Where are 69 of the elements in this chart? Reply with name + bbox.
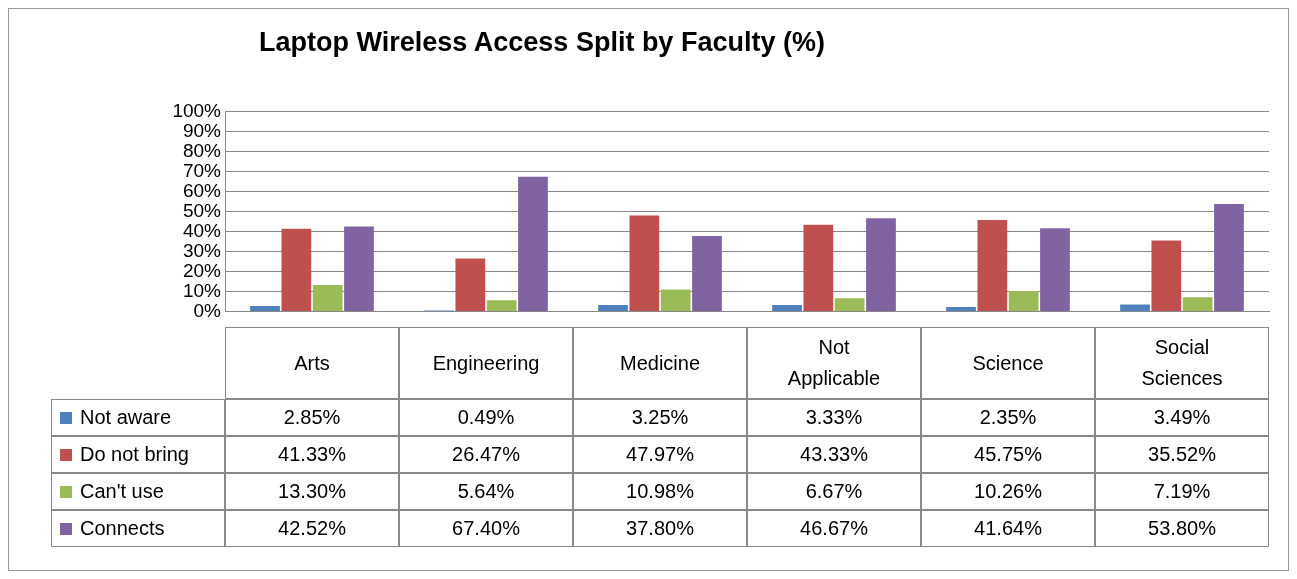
bar	[1008, 291, 1039, 312]
x-tick-label: Science	[921, 327, 1095, 399]
bar	[803, 224, 834, 312]
bar	[486, 300, 517, 312]
data-label: 2.85%	[225, 399, 399, 436]
data-label: 41.64%	[921, 510, 1095, 547]
data-label: 5.64%	[399, 473, 573, 510]
y-tick-label: 60%	[182, 179, 222, 201]
bar	[598, 305, 628, 312]
y-tick-label: 80%	[182, 139, 222, 161]
bar	[250, 305, 280, 312]
data-label: 3.25%	[573, 399, 747, 436]
y-tick-label: 20%	[182, 259, 222, 281]
data-label: 10.98%	[573, 473, 747, 510]
data-label: 67.40%	[399, 510, 573, 547]
data-label: 2.35%	[921, 399, 1095, 436]
bar	[281, 228, 312, 312]
bar	[455, 258, 486, 312]
legend-label: Connects	[80, 516, 165, 541]
bar	[834, 298, 865, 312]
data-label: 6.67%	[747, 473, 921, 510]
data-label: 43.33%	[747, 436, 921, 473]
data-label: 3.49%	[1095, 399, 1269, 436]
y-tick-label: 30%	[182, 239, 222, 261]
bar	[866, 218, 896, 312]
bar	[518, 176, 548, 312]
y-tick-label: 50%	[182, 199, 222, 221]
bar	[344, 226, 374, 312]
x-tick-label: Not Applicable	[747, 327, 921, 399]
bar	[772, 304, 802, 312]
data-label: 45.75%	[921, 436, 1095, 473]
data-label: 53.80%	[1095, 510, 1269, 547]
bar	[1214, 203, 1244, 312]
x-tick-label: Medicine	[573, 327, 747, 399]
bar	[1182, 297, 1213, 312]
data-label: 46.67%	[747, 510, 921, 547]
bar	[312, 284, 343, 312]
data-label: 41.33%	[225, 436, 399, 473]
data-label: 42.52%	[225, 510, 399, 547]
data-label: 47.97%	[573, 436, 747, 473]
bar	[629, 215, 660, 312]
chart-title: Laptop Wireless Access Split by Faculty (%)	[259, 27, 825, 58]
data-label: 13.30%	[225, 473, 399, 510]
bar	[692, 235, 722, 312]
data-label: 10.26%	[921, 473, 1095, 510]
bar	[977, 220, 1008, 312]
legend-label: Can't use	[80, 479, 164, 504]
y-tick-label: 40%	[182, 219, 222, 241]
legend-label: Not aware	[80, 405, 172, 430]
y-tick-label: 70%	[182, 159, 222, 181]
bar	[946, 306, 976, 312]
data-label: 0.49%	[399, 399, 573, 436]
bar	[1040, 228, 1070, 312]
x-tick-label: Engineering	[399, 327, 573, 399]
bar	[1151, 240, 1182, 312]
x-tick-label: Arts	[225, 327, 399, 399]
data-label: 35.52%	[1095, 436, 1269, 473]
y-tick-label: 90%	[182, 119, 222, 141]
data-label: 3.33%	[747, 399, 921, 436]
data-label: 26.47%	[399, 436, 573, 473]
data-label: 7.19%	[1095, 473, 1269, 510]
bar	[660, 289, 691, 312]
y-tick-label: 0%	[193, 299, 222, 321]
data-label: 37.80%	[573, 510, 747, 547]
legend-label: Do not bring	[80, 442, 189, 467]
y-tick-label: 100%	[172, 99, 222, 121]
y-tick-label: 10%	[182, 279, 222, 301]
x-tick-label: Social Sciences	[1095, 327, 1269, 399]
bar	[1120, 304, 1150, 312]
